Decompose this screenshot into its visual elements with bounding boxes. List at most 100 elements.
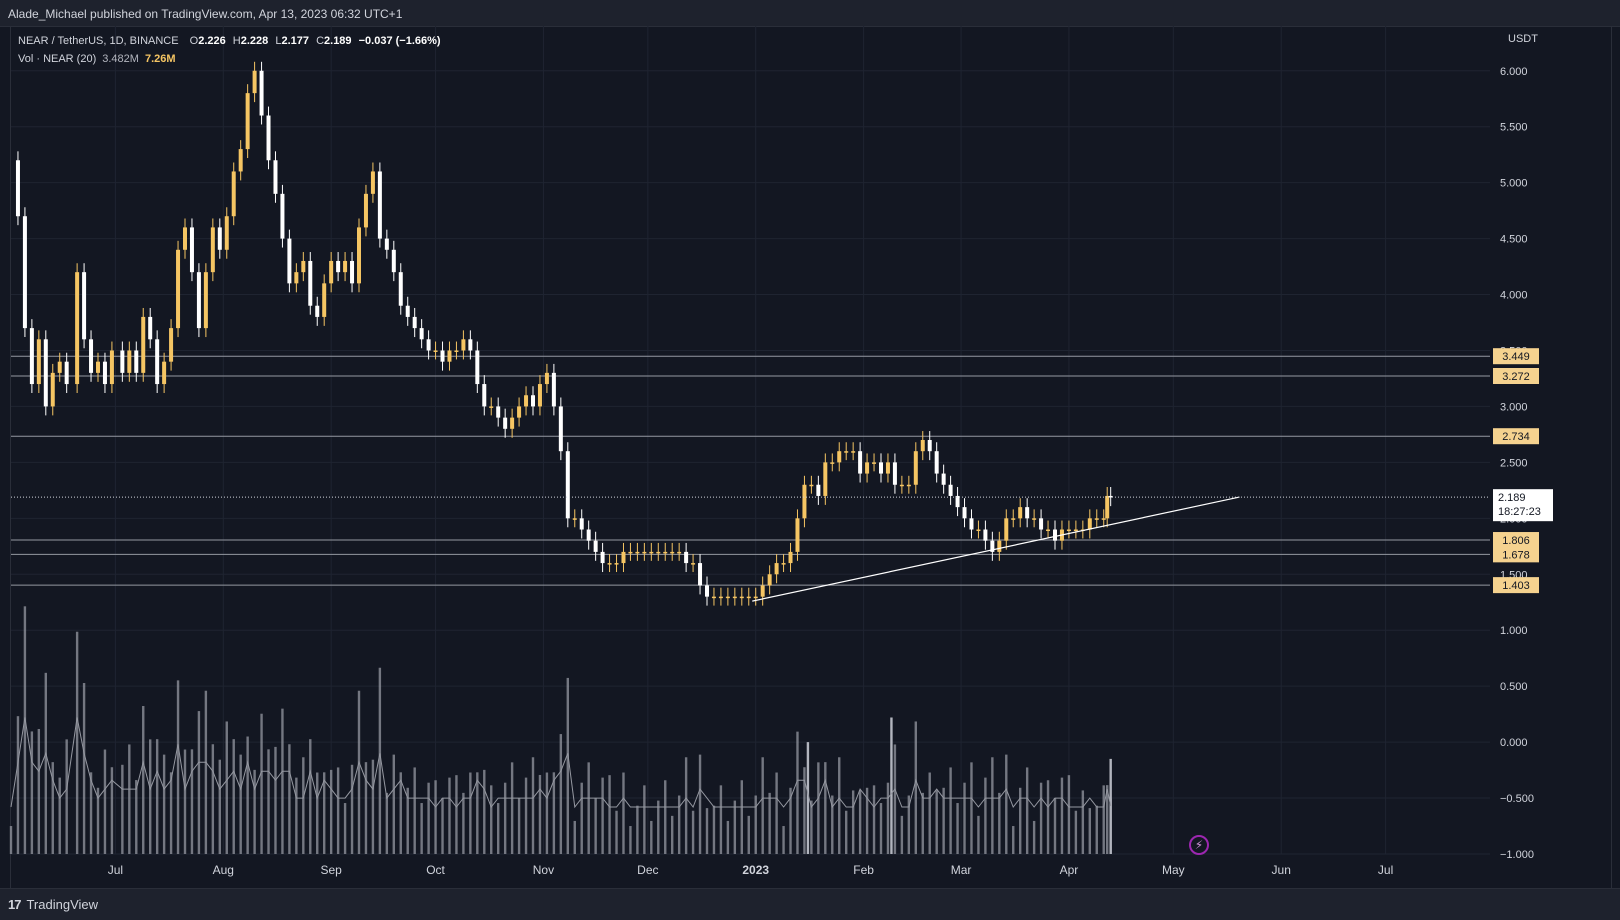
volume-bar bbox=[65, 739, 68, 854]
candle-body bbox=[357, 227, 361, 284]
volume-bar bbox=[552, 772, 556, 854]
candle-body bbox=[1066, 529, 1071, 532]
candle-body bbox=[906, 484, 911, 487]
candle-body bbox=[746, 596, 751, 599]
candle-body bbox=[440, 350, 445, 362]
volume-bar bbox=[267, 749, 270, 854]
chart-frame[interactable] bbox=[10, 26, 1612, 888]
volume-bar bbox=[789, 787, 792, 854]
open-label: O bbox=[189, 35, 199, 47]
volume-bar bbox=[664, 780, 667, 854]
volume-bar bbox=[657, 800, 660, 854]
volume-bar bbox=[566, 677, 569, 854]
volume-label[interactable]: Vol · NEAR (20) bbox=[18, 53, 97, 65]
x-tick-label: Dec bbox=[637, 863, 658, 877]
volume-bar bbox=[622, 772, 625, 854]
candle-body bbox=[941, 473, 946, 485]
volume-bar bbox=[817, 762, 820, 854]
candle-body bbox=[210, 227, 215, 273]
candle-body bbox=[579, 518, 584, 530]
volume-bar bbox=[545, 772, 549, 854]
volume-bar bbox=[907, 795, 911, 854]
volume-bar bbox=[441, 797, 444, 854]
candle-body bbox=[29, 328, 34, 385]
candle-body bbox=[927, 440, 932, 452]
candle-body bbox=[586, 529, 591, 541]
brand-name: TradingView bbox=[26, 897, 99, 912]
candle-body bbox=[176, 249, 181, 329]
volume-bar bbox=[476, 772, 479, 854]
volume-ma-line bbox=[10, 717, 1112, 809]
close-value: 2.189 bbox=[324, 35, 352, 47]
level-tag-label: 1.403 bbox=[1502, 580, 1530, 592]
volume-bar bbox=[747, 815, 750, 854]
symbol-label[interactable]: NEAR / TetherUS, 1D, BINANCE bbox=[18, 35, 179, 47]
volume-bar bbox=[16, 716, 20, 854]
candle-body bbox=[22, 216, 27, 329]
volume-bar bbox=[169, 772, 173, 854]
candle-body bbox=[969, 518, 974, 530]
volume-bar bbox=[503, 782, 507, 854]
volume-bar bbox=[615, 810, 618, 854]
y-tick-label: 6.000 bbox=[1500, 66, 1528, 78]
level-tag bbox=[1493, 577, 1539, 594]
candle-body bbox=[739, 596, 744, 599]
candle-body bbox=[15, 160, 20, 217]
candle-body bbox=[725, 596, 730, 599]
x-tick-label: Feb bbox=[853, 863, 874, 877]
candle-body bbox=[879, 462, 883, 474]
candle-body bbox=[816, 484, 821, 496]
volume-bar bbox=[155, 739, 159, 854]
candle-body bbox=[510, 417, 515, 429]
candle-body bbox=[920, 440, 925, 452]
volume-bar bbox=[538, 774, 542, 854]
volume-bar bbox=[629, 826, 632, 854]
x-tick-label: Jul bbox=[108, 863, 123, 877]
candle-body bbox=[670, 551, 675, 554]
candle-body bbox=[329, 260, 334, 284]
volume-bar bbox=[1032, 820, 1036, 854]
volume-bar bbox=[204, 690, 208, 854]
candle-body bbox=[57, 361, 62, 373]
volume-bar bbox=[483, 769, 486, 854]
brand[interactable]: 17 TradingView bbox=[8, 897, 98, 912]
candle-body bbox=[899, 484, 904, 487]
candle-body bbox=[343, 260, 348, 273]
candle-body bbox=[663, 551, 668, 554]
candle-body bbox=[649, 551, 654, 554]
candle-body bbox=[75, 272, 80, 385]
volume-bar bbox=[239, 754, 242, 854]
y-tick-label: −1.000 bbox=[1500, 849, 1534, 861]
volume-bar bbox=[260, 713, 263, 854]
price-chart[interactable]: 6.0005.5005.0004.5004.0003.5003.0002.500… bbox=[0, 0, 1620, 888]
volume-bar bbox=[427, 782, 430, 854]
candle-body bbox=[189, 227, 194, 273]
candle-body bbox=[398, 272, 403, 306]
candle-body bbox=[983, 529, 988, 541]
x-tick-label: Apr bbox=[1060, 863, 1079, 877]
candle-body bbox=[280, 193, 285, 239]
volume-bar bbox=[128, 744, 131, 854]
tradingview-logo-icon: 17 bbox=[8, 897, 22, 912]
level-tag-label: 3.272 bbox=[1502, 371, 1530, 383]
high-label: H bbox=[232, 35, 241, 47]
volume-bar bbox=[998, 792, 1001, 854]
level-tag bbox=[1493, 367, 1539, 384]
candle-body bbox=[1039, 518, 1044, 530]
volume-bar bbox=[573, 820, 576, 854]
volume-bar bbox=[1039, 782, 1043, 854]
volume-bar bbox=[316, 772, 319, 854]
volume-bar bbox=[246, 736, 249, 854]
y-tick-label: 4.500 bbox=[1500, 234, 1528, 246]
candle-body bbox=[377, 171, 382, 239]
level-tag bbox=[1493, 532, 1539, 549]
volume-bar bbox=[733, 800, 737, 854]
countdown-label: 18:27:23 bbox=[1498, 506, 1541, 518]
volume-bar bbox=[559, 734, 563, 854]
y-tick-label: −0.500 bbox=[1500, 793, 1534, 805]
candle-body bbox=[134, 350, 139, 373]
lightning-icon[interactable]: ⚡ bbox=[1189, 835, 1209, 855]
candle-body bbox=[468, 339, 473, 351]
level-tag bbox=[1493, 428, 1539, 445]
volume-bar bbox=[517, 797, 521, 854]
